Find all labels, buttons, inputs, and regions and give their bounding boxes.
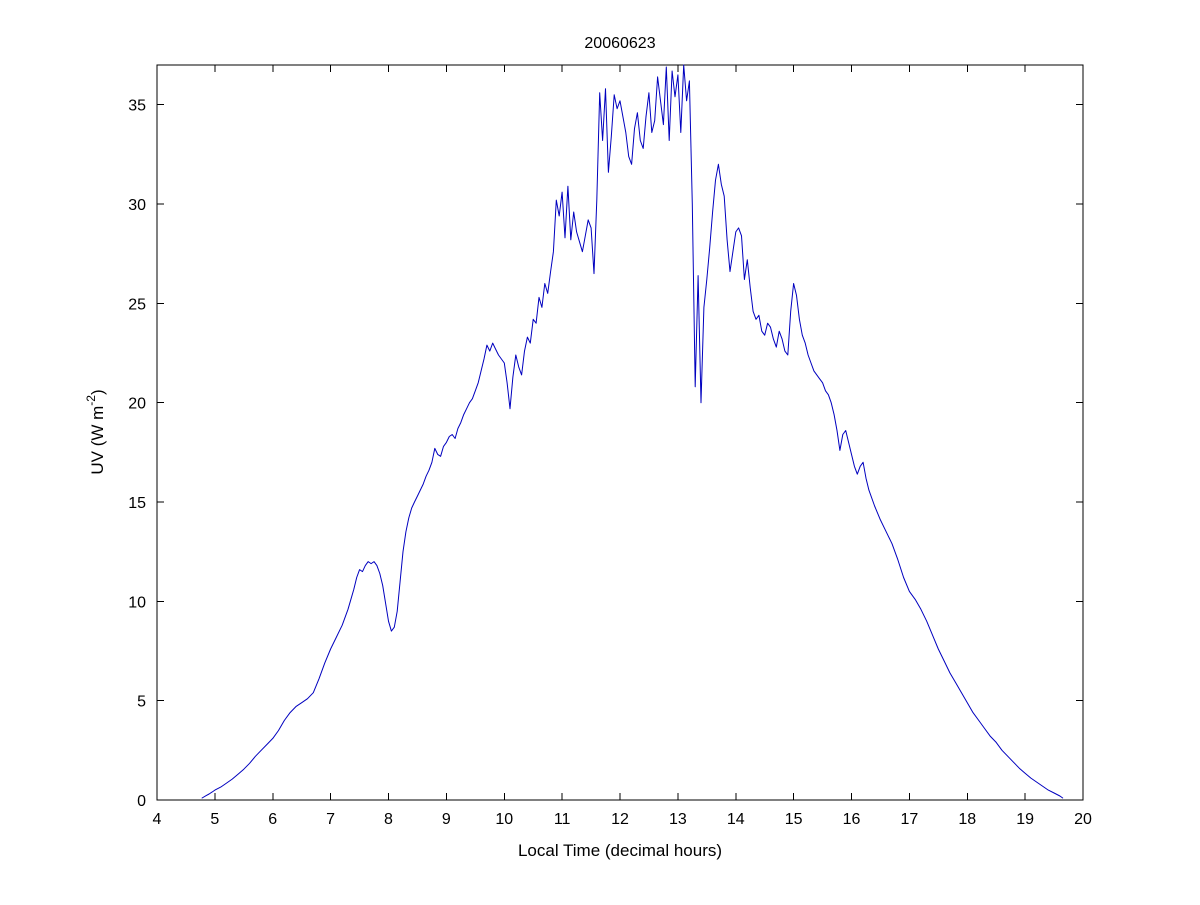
x-tick-label: 20 bbox=[1074, 811, 1092, 828]
x-tick-label: 9 bbox=[442, 811, 451, 828]
y-tick-label: 10 bbox=[128, 594, 146, 611]
x-tick-label: 16 bbox=[843, 811, 861, 828]
y-axis-label: UV (W m-2) bbox=[84, 389, 107, 474]
x-tick-label: 7 bbox=[326, 811, 335, 828]
x-tick-label: 10 bbox=[495, 811, 513, 828]
axes-box bbox=[156, 64, 1084, 801]
y-tick-label: 0 bbox=[137, 793, 146, 810]
x-tick-label: 18 bbox=[958, 811, 976, 828]
x-tick-label: 4 bbox=[153, 811, 162, 828]
x-tick-label: 6 bbox=[268, 811, 277, 828]
y-tick-label: 30 bbox=[128, 197, 146, 214]
y-tick-label: 25 bbox=[128, 296, 146, 313]
x-tick-label: 8 bbox=[384, 811, 393, 828]
x-tick-label: 5 bbox=[210, 811, 219, 828]
x-tick-label: 12 bbox=[611, 811, 629, 828]
y-tick-label: 35 bbox=[128, 98, 146, 115]
x-tick-label: 13 bbox=[669, 811, 687, 828]
plot-area: 4 5 6 7 8 9 10 11 12 13 14 15 16 17 18 19 20 0 5 10 15 20 25 30… bbox=[128, 64, 1092, 828]
y-axis-label-superscript: -2 bbox=[84, 395, 98, 406]
uv-series-line bbox=[201, 64, 1064, 799]
chart-title: 20060623 bbox=[584, 35, 655, 52]
x-tick-label: 11 bbox=[554, 811, 571, 828]
y-tick-label: 15 bbox=[128, 495, 146, 512]
y-tick-label: 20 bbox=[128, 396, 146, 413]
x-tick-label: 17 bbox=[900, 811, 918, 828]
x-tick-label: 19 bbox=[1016, 811, 1034, 828]
y-axis-label-close: ) bbox=[88, 389, 107, 395]
y-tick-label: 5 bbox=[137, 694, 146, 711]
x-tick-label: 14 bbox=[727, 811, 745, 828]
x-tick-label: 15 bbox=[785, 811, 803, 828]
y-axis-label-main: UV (W m bbox=[88, 406, 107, 475]
x-axis-label: Local Time (decimal hours) bbox=[518, 841, 722, 860]
